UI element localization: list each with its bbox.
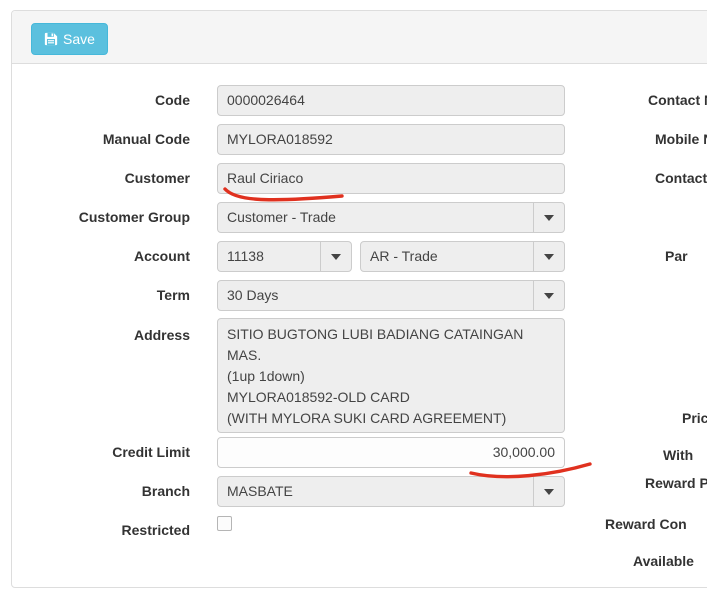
customer-group-label: Customer Group bbox=[78, 209, 190, 225]
address-label: Address bbox=[133, 327, 190, 343]
customer-label: Customer bbox=[124, 170, 190, 186]
right-label-par: Par bbox=[665, 248, 688, 264]
right-label-contact: Contact N bbox=[648, 92, 707, 108]
address-textarea[interactable]: SITIO BUGTONG LUBI BADIANG CATAINGAN MAS… bbox=[217, 318, 565, 433]
branch-select[interactable]: MASBATE bbox=[217, 476, 565, 507]
address-line: MAS. bbox=[227, 347, 262, 363]
term-value: 30 Days bbox=[227, 287, 279, 303]
right-label-reward-con: Reward Con bbox=[605, 516, 687, 532]
right-label-contact-2: Contact bbox=[655, 170, 707, 186]
term-label: Term bbox=[156, 287, 190, 303]
term-select[interactable]: 30 Days bbox=[217, 280, 565, 311]
chevron-down-icon bbox=[320, 242, 351, 271]
right-label-mobile: Mobile N bbox=[655, 131, 707, 147]
chevron-down-icon bbox=[533, 242, 564, 271]
account-label: Account bbox=[134, 248, 190, 264]
credit-limit-field[interactable]: 30,000.00 bbox=[217, 437, 565, 468]
address-line: MYLORA018592-OLD CARD bbox=[227, 389, 410, 405]
account-number-select[interactable]: 11138 bbox=[217, 241, 352, 272]
right-label-available: Available bbox=[633, 553, 694, 569]
address-line: (1up 1down) bbox=[227, 368, 305, 384]
manual-code-label: Manual Code bbox=[102, 131, 190, 147]
save-icon bbox=[44, 32, 58, 46]
code-label: Code bbox=[155, 92, 190, 108]
save-button-label: Save bbox=[63, 31, 95, 47]
address-line: (WITH MYLORA SUKI CARD AGREEMENT) bbox=[227, 410, 507, 426]
address-line: SITIO BUGTONG LUBI BADIANG CATAINGAN bbox=[227, 326, 524, 342]
code-field[interactable]: 0000026464 bbox=[217, 85, 565, 116]
branch-label: Branch bbox=[141, 483, 190, 499]
manual-code-field[interactable]: MYLORA018592 bbox=[217, 124, 565, 155]
branch-value: MASBATE bbox=[227, 483, 293, 499]
right-label-with: With bbox=[663, 447, 694, 463]
chevron-down-icon bbox=[533, 477, 564, 506]
restricted-label: Restricted bbox=[121, 522, 190, 538]
credit-limit-label: Credit Limit bbox=[112, 444, 190, 460]
account-type-select[interactable]: AR - Trade bbox=[360, 241, 565, 272]
account-number-value: 11138 bbox=[227, 248, 264, 264]
right-label-reward: Reward P bbox=[645, 475, 707, 491]
restricted-checkbox[interactable] bbox=[217, 516, 232, 531]
right-label-pric: Pric bbox=[682, 410, 707, 426]
customer-field[interactable]: Raul Ciriaco bbox=[217, 163, 565, 194]
chevron-down-icon bbox=[533, 203, 564, 232]
customer-group-value: Customer - Trade bbox=[227, 209, 336, 225]
chevron-down-icon bbox=[533, 281, 564, 310]
account-type-value: AR - Trade bbox=[370, 248, 438, 264]
panel-toolbar: Save bbox=[12, 11, 707, 64]
save-button[interactable]: Save bbox=[31, 23, 108, 55]
customer-group-select[interactable]: Customer - Trade bbox=[217, 202, 565, 233]
